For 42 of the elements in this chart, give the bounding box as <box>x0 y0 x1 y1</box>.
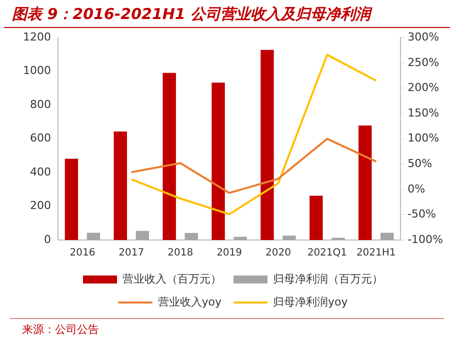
x-tick-label: 2019 <box>216 248 242 259</box>
y2-tick-label: 50% <box>408 156 432 170</box>
bar <box>86 232 100 240</box>
bar <box>282 236 296 240</box>
x-tick-label: 2018 <box>168 248 194 259</box>
y2-tick-label: -100% <box>408 232 444 246</box>
bar <box>136 230 150 240</box>
y2-tick-label: -50% <box>408 208 436 221</box>
bar <box>64 158 78 240</box>
legend-label: 归母净利润yoy <box>273 295 348 308</box>
bar <box>114 132 127 240</box>
bar <box>234 236 247 240</box>
bar <box>358 125 372 240</box>
y-tick-label: 1200 <box>22 30 51 44</box>
legend-label: 归母净利润（百万元） <box>273 272 383 286</box>
y2-tick-label: 100% <box>408 132 440 145</box>
y2-tick-label: 200% <box>408 81 440 94</box>
y-tick-label: 600 <box>30 132 51 145</box>
y2-tick-label: 250% <box>408 56 440 69</box>
source-note: 来源：公司公告 <box>10 318 444 340</box>
bar <box>310 196 323 240</box>
bar <box>212 82 225 240</box>
bar <box>162 72 176 240</box>
y2-tick-label: 300% <box>408 30 440 44</box>
y2-tick-label: 150% <box>408 106 440 120</box>
x-tick-label: 2021H1 <box>356 248 396 259</box>
bar <box>184 232 198 240</box>
legend-label: 营业收入（百万元） <box>122 272 222 286</box>
bar <box>380 232 394 240</box>
y-tick-label: 200 <box>30 199 51 212</box>
x-tick-label: 2016 <box>70 248 96 259</box>
y-tick-label: 0 <box>44 232 51 246</box>
y-tick-label: 800 <box>30 98 51 111</box>
x-tick-label: 2017 <box>118 248 144 259</box>
bar <box>260 50 274 240</box>
chart-title: 图表 9：2016-2021H1 公司营业收入及归母净利润 <box>4 0 450 28</box>
x-tick-label: 2021Q1 <box>307 248 348 259</box>
y-tick-label: 1000 <box>22 64 51 78</box>
x-tick-label: 2020 <box>266 248 291 259</box>
y-tick-label: 400 <box>30 165 51 178</box>
legend-label: 营业收入yoy <box>158 295 222 308</box>
y2-tick-label: 0% <box>408 182 426 196</box>
